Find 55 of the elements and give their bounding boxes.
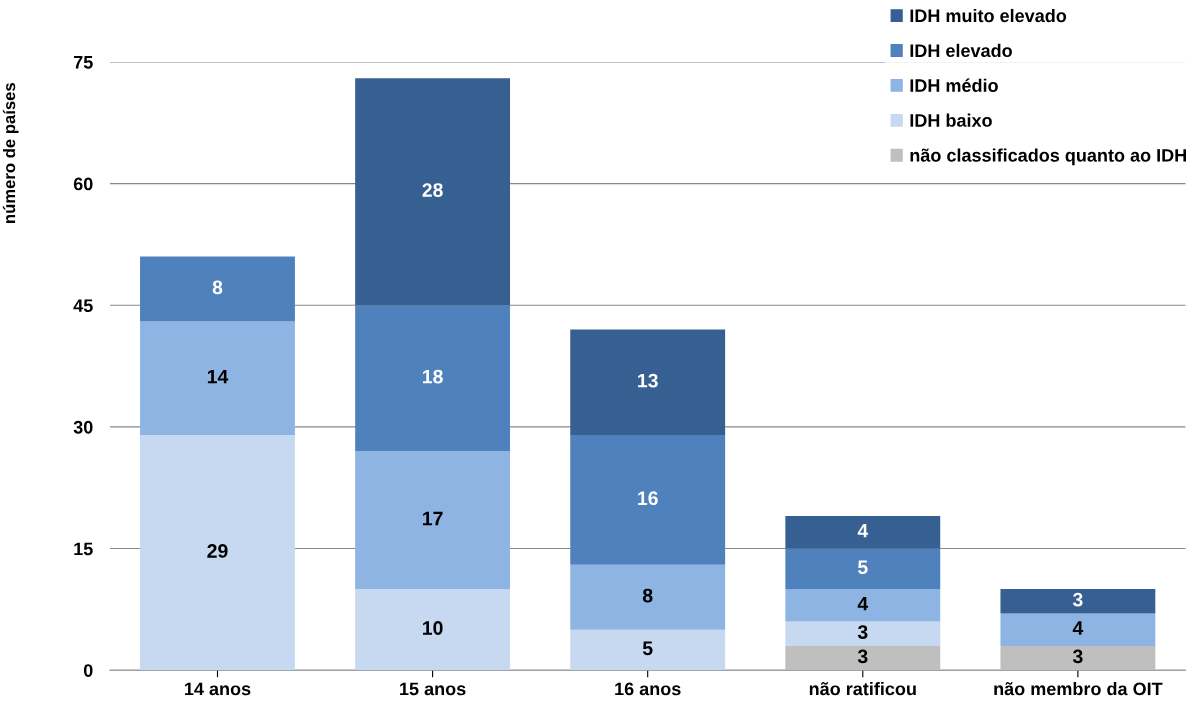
bar: [140, 256, 295, 322]
bar: [785, 589, 941, 622]
bar: [785, 621, 941, 646]
data-label: 13: [638, 373, 658, 388]
data-label: 5: [857, 560, 868, 575]
bar: [355, 451, 511, 590]
data-label: 3: [857, 625, 868, 639]
data-label: 17: [423, 511, 443, 526]
y-tick-label: 60: [73, 177, 93, 191]
x-tick-label: não ratificou: [809, 682, 916, 696]
data-label: 3: [1072, 649, 1083, 664]
data-label: 3: [1072, 592, 1083, 607]
bar: [570, 564, 726, 630]
data-label: 10: [423, 621, 443, 635]
data-label: 4: [857, 596, 869, 611]
y-tick-label: 75: [73, 56, 93, 69]
bar: [140, 321, 295, 436]
data-label: 28: [422, 183, 443, 197]
x-tick-label: 15 anos: [400, 682, 466, 696]
bar: [355, 305, 511, 452]
data-label: 3: [857, 649, 868, 664]
y-tick-label: 15: [74, 542, 93, 556]
legend-label: IDH elevado: [910, 43, 1012, 58]
bar: [785, 548, 941, 590]
bar: [570, 329, 726, 436]
legend-label: não classificados quanto ao IDH: [910, 148, 1186, 166]
legend-label: IDH médio: [910, 78, 998, 92]
data-label: 8: [642, 588, 653, 603]
y-tick-label: 30: [73, 420, 93, 434]
data-label: 16: [638, 491, 658, 506]
bar: [355, 589, 511, 671]
data-label: 18: [423, 369, 443, 384]
bar: [785, 516, 941, 549]
x-tick-label: 14 anos: [185, 682, 251, 696]
bar: [1000, 645, 1156, 671]
x-tick-label: não membro da OIT: [994, 682, 1163, 696]
bar: [355, 78, 511, 306]
bar: [140, 435, 295, 671]
data-label: 4: [1072, 621, 1084, 635]
data-label: 4: [857, 523, 869, 538]
bar: [1000, 613, 1156, 646]
data-label: 14: [207, 369, 229, 384]
y-axis-title: número de países: [2, 83, 19, 223]
x-tick-label: 16 anos: [615, 682, 681, 696]
y-tick-label: 45: [73, 299, 93, 312]
bar: [570, 629, 726, 671]
legend-label: IDH baixo: [910, 113, 992, 127]
bar: [785, 645, 941, 671]
y-tick-label: 0: [83, 664, 93, 677]
bar: [570, 435, 726, 565]
data-label: 29: [207, 544, 228, 558]
data-label: 5: [642, 641, 653, 656]
data-label: 8: [212, 280, 223, 295]
bar: [1000, 589, 1156, 614]
legend-label: IDH muito elevado: [910, 8, 1067, 23]
